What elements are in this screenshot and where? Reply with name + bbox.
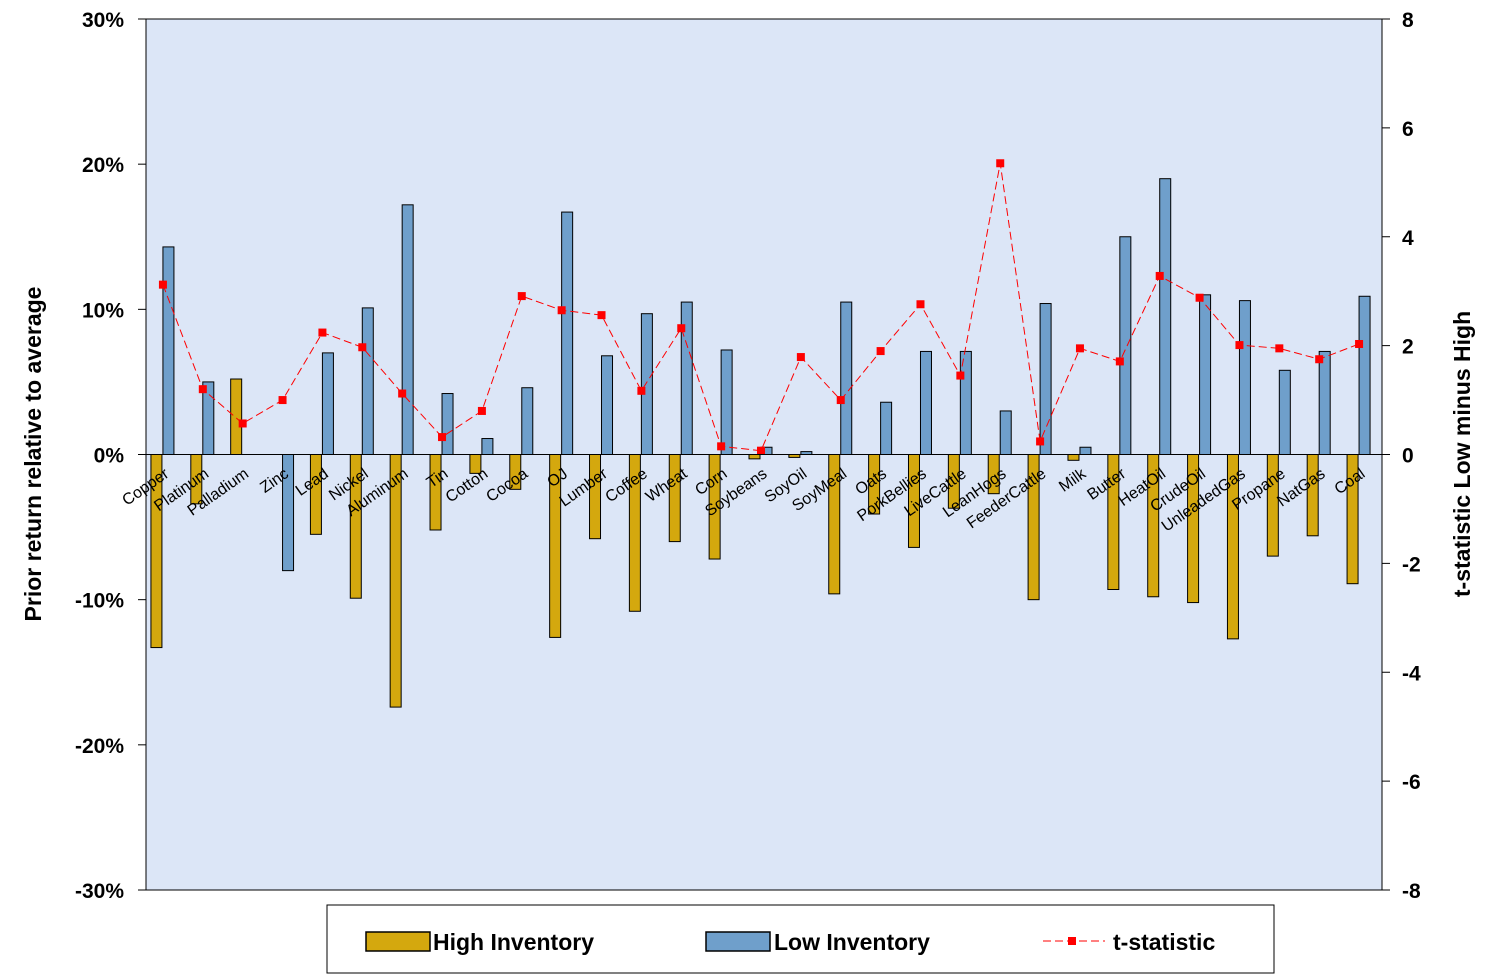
- t-point-tin: [438, 433, 447, 442]
- low-bar-soymeal: [840, 301, 853, 456]
- t-point-natgas: [1315, 355, 1324, 364]
- low-bar-heatoil: [1159, 178, 1172, 456]
- right-axis-title: t-statistic Low minus High: [1449, 311, 1475, 597]
- left-tick-label: -10%: [75, 590, 124, 613]
- t-point-heatoil: [1155, 271, 1164, 280]
- right-tick-label: -2: [1402, 553, 1421, 576]
- t-point-cocoa: [517, 292, 526, 301]
- low-bar-leanhogs: [999, 410, 1012, 456]
- low-bar-nickel: [361, 307, 374, 455]
- low-bar-natgas: [1318, 350, 1331, 456]
- right-tick-label: 0: [1402, 445, 1414, 468]
- t-point-coffee: [637, 386, 646, 395]
- t-point-livecattle: [956, 371, 965, 380]
- low-bar-porkbellies: [919, 350, 932, 456]
- low-bar-oj: [561, 211, 574, 455]
- low-bar-cocoa: [521, 387, 534, 455]
- right-tick-label: 2: [1402, 336, 1414, 359]
- t-point-unleadedgas: [1235, 341, 1244, 350]
- low-bar-corn: [720, 349, 733, 456]
- t-point-copper: [158, 280, 167, 289]
- t-point-cotton: [477, 406, 486, 415]
- left-axis-title: Prior return relative to average: [20, 287, 46, 622]
- t-point-milk: [1075, 344, 1084, 353]
- legend: High Inventory Low Inventory t-statistic: [326, 904, 1275, 974]
- legend-high-label: High Inventory: [433, 929, 594, 955]
- t-point-soybeans: [757, 446, 765, 455]
- left-tick-label: 30%: [82, 9, 124, 32]
- legend-t-label: t-statistic: [1113, 929, 1215, 955]
- left-tick-label: 0%: [94, 445, 125, 468]
- t-point-porkbellies: [916, 300, 925, 309]
- low-bar-tin: [441, 393, 454, 455]
- legend-low-label: Low Inventory: [774, 929, 930, 955]
- low-bar-copper: [162, 246, 175, 455]
- low-bar-coal: [1358, 295, 1371, 456]
- t-point-soymeal: [836, 396, 845, 405]
- low-bar-lead: [321, 352, 334, 455]
- low-bar-lumber: [601, 355, 614, 455]
- legend-box: [326, 904, 1275, 974]
- right-tick-label: -4: [1402, 662, 1421, 685]
- low-bar-propane: [1278, 369, 1291, 456]
- left-axis: -30% -20% -10% 0% 10% 20% 30%: [75, 9, 1382, 903]
- high-bar-soybeans: [748, 454, 761, 460]
- t-point-nickel: [358, 343, 367, 352]
- t-point-feedercattle: [1036, 437, 1045, 446]
- t-point-oats: [876, 347, 885, 356]
- left-tick-label: -20%: [75, 735, 124, 758]
- legend-low-swatch: [705, 931, 771, 952]
- left-tick-label: -30%: [75, 880, 124, 903]
- t-point-crudeoil: [1195, 293, 1204, 302]
- t-point-lumber: [597, 311, 606, 320]
- right-tick-label: -8: [1402, 880, 1421, 903]
- t-point-lead: [318, 328, 327, 337]
- t-point-palladium: [238, 419, 247, 428]
- low-inventory-bars: [162, 178, 1371, 572]
- t-point-wheat: [677, 324, 686, 333]
- right-tick-label: -6: [1402, 771, 1421, 794]
- t-point-aluminum: [398, 389, 407, 398]
- low-bar-butter: [1119, 236, 1132, 455]
- high-bar-milk: [1067, 454, 1080, 461]
- t-point-propane: [1275, 344, 1284, 353]
- low-bar-coffee: [640, 313, 653, 455]
- right-axis: -8 -6 -4 -2 0 2 4 6 8: [1382, 9, 1421, 903]
- t-point-leanhogs: [996, 159, 1005, 168]
- t-point-platinum: [198, 385, 207, 394]
- low-bar-milk: [1079, 446, 1092, 456]
- high-bar-palladium: [230, 378, 243, 455]
- low-bar-cotton: [481, 438, 494, 456]
- t-point-corn: [717, 442, 726, 451]
- right-tick-label: 6: [1402, 118, 1414, 141]
- left-tick-label: 20%: [82, 154, 124, 177]
- low-bar-crudeoil: [1199, 294, 1212, 456]
- low-bar-aluminum: [401, 204, 414, 455]
- low-bar-oats: [880, 401, 893, 455]
- legend-t-marker: [1068, 937, 1076, 945]
- t-point-oj: [557, 306, 566, 315]
- low-bar-feedercattle: [1039, 303, 1052, 455]
- low-bar-livecattle: [959, 350, 972, 456]
- t-point-butter: [1115, 357, 1124, 366]
- t-point-coal: [1355, 339, 1364, 348]
- left-tick-label: 10%: [82, 299, 124, 322]
- t-point-soyoil: [796, 353, 805, 362]
- legend-high-swatch: [365, 931, 431, 952]
- high-inventory-bars: [150, 378, 1359, 708]
- right-tick-label: 4: [1402, 227, 1414, 250]
- low-bar-unleadedgas: [1238, 300, 1251, 455]
- t-point-zinc: [278, 396, 287, 405]
- right-tick-label: 8: [1402, 9, 1414, 32]
- t-statistic-line: [158, 159, 1364, 455]
